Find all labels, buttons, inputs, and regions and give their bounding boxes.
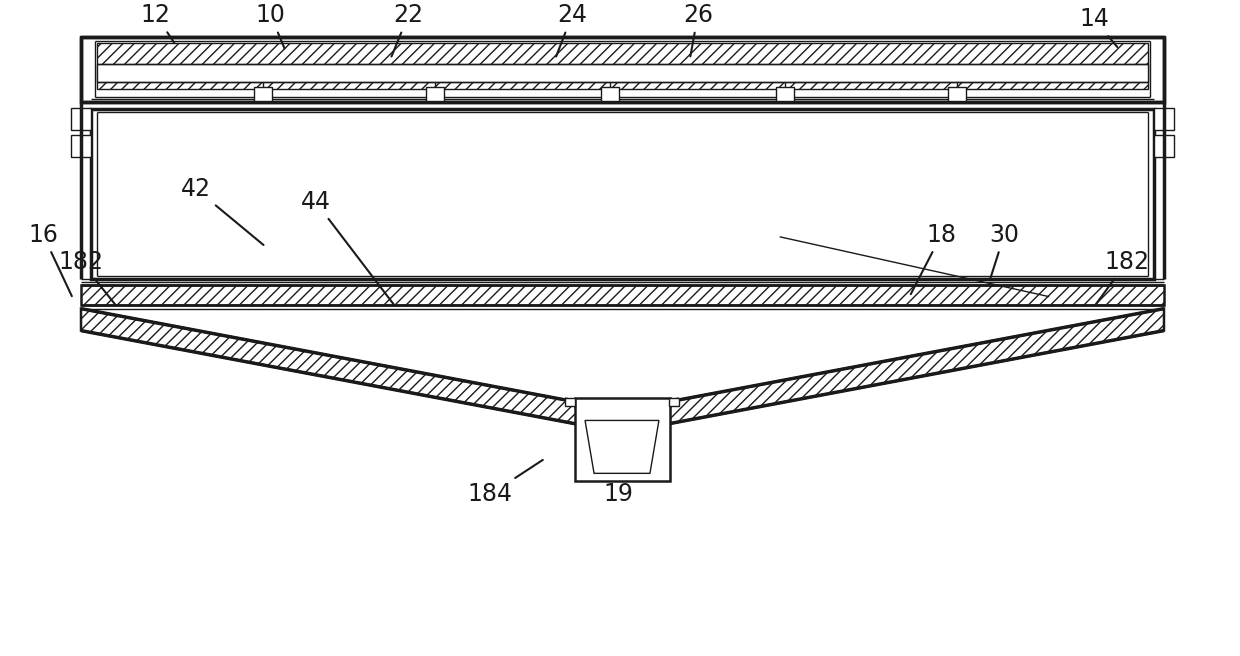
- Text: 16: 16: [29, 223, 72, 296]
- Bar: [565, 398, 575, 407]
- Bar: [81, 37, 1164, 102]
- Text: 42: 42: [181, 177, 264, 245]
- Bar: [949, 87, 966, 101]
- Polygon shape: [585, 420, 658, 474]
- Text: 182: 182: [1096, 250, 1149, 304]
- Text: 184: 184: [467, 460, 543, 506]
- Text: 24: 24: [556, 3, 587, 56]
- Text: 19: 19: [603, 459, 632, 506]
- Bar: [427, 87, 444, 101]
- Bar: [71, 108, 91, 130]
- Bar: [97, 64, 1148, 82]
- Polygon shape: [81, 308, 584, 426]
- Bar: [254, 87, 272, 101]
- Text: 22: 22: [392, 3, 423, 56]
- Text: 182: 182: [58, 250, 115, 304]
- Bar: [575, 398, 670, 482]
- Bar: [1154, 108, 1174, 130]
- Bar: [1154, 135, 1174, 157]
- Text: 26: 26: [683, 3, 713, 56]
- Text: 14: 14: [1079, 7, 1117, 47]
- Text: 30: 30: [990, 223, 1019, 279]
- Bar: [601, 87, 619, 101]
- Bar: [668, 398, 678, 407]
- Polygon shape: [81, 285, 1164, 304]
- Text: 12: 12: [141, 3, 175, 43]
- Bar: [91, 109, 1154, 279]
- Text: 18: 18: [910, 223, 956, 294]
- Polygon shape: [97, 43, 1148, 89]
- Bar: [776, 87, 794, 101]
- Text: 44: 44: [300, 190, 394, 304]
- Polygon shape: [660, 308, 1164, 426]
- Text: 10: 10: [255, 3, 285, 49]
- Bar: [71, 135, 91, 157]
